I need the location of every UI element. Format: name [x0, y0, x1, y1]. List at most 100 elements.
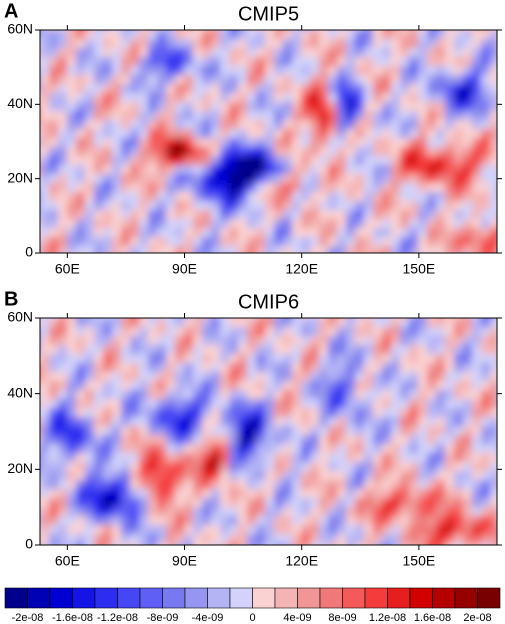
field-cell: [328, 372, 338, 382]
field-cell: [58, 84, 68, 94]
field-cell: [220, 480, 230, 490]
field-cell: [418, 525, 428, 535]
field-cell: [211, 381, 221, 391]
field-cell: [229, 516, 239, 526]
field-cell: [220, 192, 230, 202]
field-cell: [445, 318, 455, 319]
field-cell: [112, 372, 122, 382]
field-cell: [238, 471, 248, 481]
field-cell: [301, 120, 311, 130]
field-cell: [121, 138, 131, 148]
field-cell: [211, 525, 221, 535]
field-cell: [265, 102, 275, 112]
field-cell: [85, 471, 95, 481]
field-cell: [454, 174, 464, 184]
field-cell: [274, 30, 284, 40]
field-cell: [58, 156, 68, 166]
field-cell: [337, 327, 347, 337]
field-cell: [373, 93, 383, 103]
field-cell: [427, 66, 437, 76]
field-cell: [256, 30, 266, 40]
field-cell: [328, 354, 338, 364]
field-cell: [490, 507, 497, 517]
field-cell: [76, 435, 86, 445]
field-cell: [247, 75, 257, 85]
field-cell: [49, 336, 59, 346]
field-cell: [436, 435, 446, 445]
field-cell: [490, 318, 497, 319]
field-cell: [148, 480, 158, 490]
y-tick-label: 0: [25, 244, 33, 260]
field-cell: [481, 507, 491, 517]
field-cell: [418, 84, 428, 94]
field-cell: [85, 543, 95, 545]
field-cell: [184, 444, 194, 454]
field-cell: [220, 147, 230, 157]
field-cell: [67, 111, 77, 121]
field-cell: [40, 345, 41, 355]
field-cell: [139, 57, 149, 67]
field-cell: [346, 183, 356, 193]
field-cell: [490, 372, 497, 382]
field-cell: [85, 336, 95, 346]
field-cell: [265, 192, 275, 202]
field-cell: [292, 93, 302, 103]
field-cell: [310, 165, 320, 175]
field-cell: [130, 174, 140, 184]
field-cell: [454, 327, 464, 337]
field-cell: [382, 75, 392, 85]
field-cell: [265, 120, 275, 130]
field-cell: [58, 318, 68, 328]
field-cell: [166, 390, 176, 400]
field-cell: [67, 192, 77, 202]
field-cell: [247, 525, 257, 535]
field-cell: [382, 174, 392, 184]
field-cell: [337, 480, 347, 490]
field-cell: [355, 453, 365, 463]
field-cell: [391, 426, 401, 436]
field-cell: [382, 111, 392, 121]
field-cell: [427, 372, 437, 382]
field-cell: [94, 66, 104, 76]
field-cell: [328, 210, 338, 220]
field-cell: [49, 516, 59, 526]
field-cell: [373, 399, 383, 409]
field-cell: [337, 75, 347, 85]
field-cell: [499, 471, 505, 481]
field-cell: [301, 318, 311, 328]
field-cell: [229, 435, 239, 445]
field-cell: [310, 453, 320, 463]
field-cell: [112, 219, 122, 229]
field-cell: [166, 426, 176, 436]
field-cell: [400, 93, 410, 103]
field-cell: [121, 408, 131, 418]
field-cell: [490, 480, 497, 490]
field-cell: [67, 327, 77, 337]
field-cell: [94, 138, 104, 148]
field-cell: [175, 138, 185, 148]
field-cell: [292, 471, 302, 481]
field-cell: [94, 39, 104, 49]
field-cell: [463, 336, 473, 346]
field-cell: [139, 39, 149, 49]
field-cell: [427, 156, 437, 166]
field-cell: [427, 516, 437, 526]
field-cell: [130, 498, 140, 508]
field-cell: [328, 363, 338, 373]
field-cell: [481, 462, 491, 472]
field-cell: [490, 111, 497, 121]
field-cell: [319, 543, 329, 545]
field-cell: [256, 525, 266, 535]
field-cell: [166, 516, 176, 526]
field-cell: [139, 453, 149, 463]
field-cell: [103, 354, 113, 364]
field-cell: [319, 399, 329, 409]
field-cell: [202, 138, 212, 148]
field-cell: [310, 201, 320, 211]
field-cell: [382, 525, 392, 535]
field-cell: [229, 381, 239, 391]
field-cell: [337, 354, 347, 364]
field-cell: [373, 507, 383, 517]
field-cell: [238, 336, 248, 346]
field-cell: [103, 174, 113, 184]
